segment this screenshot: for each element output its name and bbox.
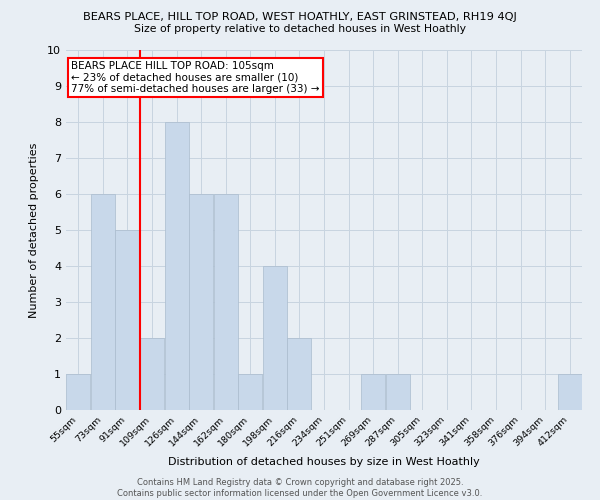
Text: Contains HM Land Registry data © Crown copyright and database right 2025.
Contai: Contains HM Land Registry data © Crown c… (118, 478, 482, 498)
Bar (115, 230, 139, 410)
Bar (263, 266, 287, 410)
Bar (557, 374, 582, 410)
Bar (91, 194, 115, 410)
Bar (189, 194, 213, 410)
Bar (214, 194, 238, 410)
Bar (287, 338, 311, 410)
Text: Size of property relative to detached houses in West Hoathly: Size of property relative to detached ho… (134, 24, 466, 34)
Bar (140, 338, 164, 410)
Bar (386, 374, 410, 410)
Bar (164, 122, 188, 410)
Bar (361, 374, 385, 410)
Bar (66, 374, 91, 410)
Bar (238, 374, 262, 410)
Text: BEARS PLACE HILL TOP ROAD: 105sqm
← 23% of detached houses are smaller (10)
77% : BEARS PLACE HILL TOP ROAD: 105sqm ← 23% … (71, 61, 320, 94)
Text: BEARS PLACE, HILL TOP ROAD, WEST HOATHLY, EAST GRINSTEAD, RH19 4QJ: BEARS PLACE, HILL TOP ROAD, WEST HOATHLY… (83, 12, 517, 22)
X-axis label: Distribution of detached houses by size in West Hoathly: Distribution of detached houses by size … (168, 457, 480, 467)
Y-axis label: Number of detached properties: Number of detached properties (29, 142, 39, 318)
